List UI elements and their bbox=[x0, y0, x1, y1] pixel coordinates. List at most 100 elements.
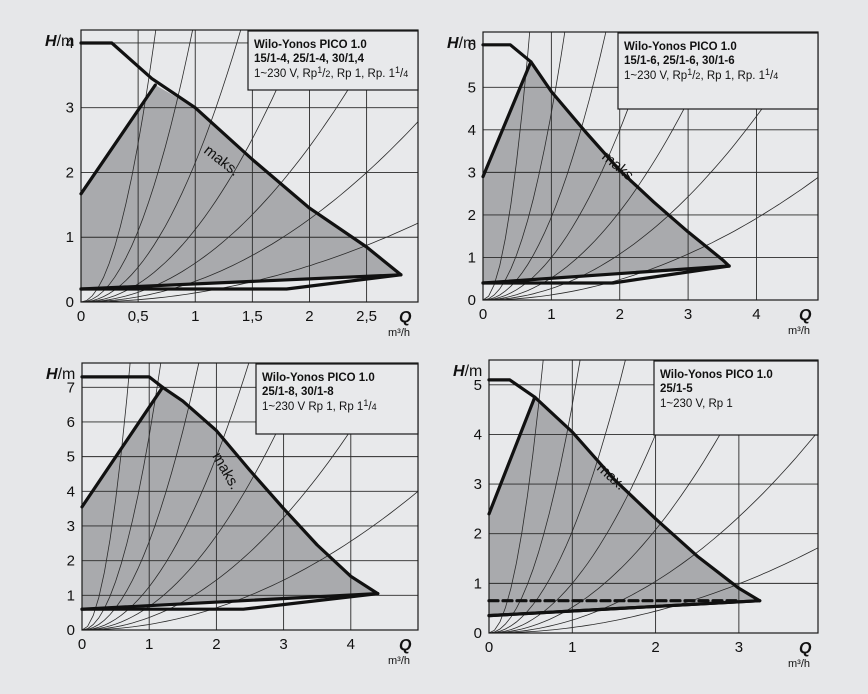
system-curves bbox=[488, 359, 819, 634]
legend-title: Wilo-Yonos PICO 1.0 bbox=[254, 39, 367, 51]
y-tick-label: 2 bbox=[468, 207, 476, 224]
legend-frac-numerator: 1 bbox=[687, 67, 692, 77]
system-curve bbox=[488, 359, 626, 634]
plot-frame bbox=[81, 362, 419, 631]
system-curve bbox=[488, 431, 819, 634]
legend-box: Wilo-Yonos PICO 1.0 15/1-4, 25/1-4, 30/1,… bbox=[247, 30, 419, 91]
legend-connection-text: , Rp 1, Rp. 1 bbox=[700, 70, 765, 82]
legend-frac-slash: / bbox=[322, 68, 326, 80]
system-curve bbox=[482, 31, 566, 301]
x-tick-label: 1 bbox=[191, 308, 199, 325]
x-tick-label: 3 bbox=[279, 636, 287, 653]
x-tick-label: 2 bbox=[305, 308, 313, 325]
y-tick-label: 0 bbox=[474, 625, 482, 642]
legend-frac-numerator: 1 bbox=[395, 65, 400, 75]
x-tick-label: 3 bbox=[735, 639, 743, 656]
system-curve bbox=[482, 31, 531, 301]
legend-frac-numerator: 1 bbox=[765, 67, 770, 77]
legend-box: Wilo-Yonos PICO 1.0 25/1-5 1~230 V, Rp 1 bbox=[653, 360, 819, 436]
x-axis-label: Q bbox=[799, 640, 812, 657]
x-tick-label: 3 bbox=[684, 306, 692, 323]
legend-frame bbox=[617, 32, 819, 110]
x-tick-label: 0 bbox=[485, 639, 493, 656]
min-curve bbox=[80, 591, 380, 611]
x-tick-label: 1 bbox=[145, 636, 153, 653]
legend-models: 15/1-4, 25/1-4, 30/1,4 bbox=[254, 53, 365, 65]
legend-frac-slash: / bbox=[400, 68, 404, 80]
legend-connection-text: , Rp 1, Rp. 1 bbox=[330, 68, 395, 80]
x-tick-label: 2 bbox=[616, 306, 624, 323]
system-curve bbox=[488, 359, 544, 634]
legend-power-text: 1~230 V, Rp bbox=[624, 70, 687, 82]
system-curve bbox=[483, 177, 819, 301]
plot-frame bbox=[488, 359, 819, 634]
x-tick-label: 4 bbox=[347, 636, 355, 653]
system-curve bbox=[80, 29, 384, 303]
system-curve bbox=[488, 359, 581, 634]
legend-power-text: 1~230 V, Rp bbox=[254, 68, 317, 80]
x-axis-unit: m³/h bbox=[388, 655, 410, 667]
legend-models: 25/1-8, 30/1-8 bbox=[262, 386, 334, 398]
legend-box: Wilo-Yonos PICO 1.025/1-8, 30/1-81~230 V… bbox=[255, 363, 419, 435]
system-curve bbox=[81, 362, 250, 631]
legend-frac-slash: / bbox=[770, 70, 774, 82]
y-tick-label: 1 bbox=[474, 575, 482, 592]
y-tick-label: 5 bbox=[474, 377, 482, 394]
y-tick-label: 0 bbox=[468, 292, 476, 309]
x-tick-label: 0 bbox=[78, 636, 86, 653]
min-curve bbox=[481, 264, 731, 285]
x-tick-label: 2 bbox=[212, 636, 220, 653]
y-tick-label: 3 bbox=[67, 518, 75, 535]
legend-title: Wilo-Yonos PICO 1.0 bbox=[660, 369, 773, 381]
legend-frac-slash: / bbox=[692, 70, 696, 82]
legend-frac-slash: / bbox=[368, 401, 372, 413]
y-tick-label: 4 bbox=[468, 122, 476, 139]
x-axis-label: Q bbox=[399, 637, 412, 654]
legend-frac-numerator: 1 bbox=[317, 65, 322, 75]
legend-power: 1~230 V, Rp1/2, Rp 1, Rp. 11/4 bbox=[624, 67, 778, 82]
legend-frame bbox=[653, 360, 819, 436]
system-curve bbox=[80, 29, 157, 303]
y-axis-unit: /m bbox=[465, 363, 483, 380]
system-curves bbox=[80, 29, 419, 303]
plot-frame bbox=[482, 31, 819, 301]
y-tick-label: 2 bbox=[67, 553, 75, 570]
x-tick-label: 2 bbox=[651, 639, 659, 656]
legend-frac-numerator: 1 bbox=[363, 398, 368, 408]
system-curve bbox=[488, 359, 761, 634]
x-tick-label: 2,5 bbox=[356, 308, 377, 325]
max-curve bbox=[79, 41, 403, 277]
system-curve bbox=[80, 29, 242, 303]
system-curves bbox=[81, 362, 419, 631]
x-tick-label: 4 bbox=[752, 306, 760, 323]
legend-models: 15/1-6, 25/1-6, 30/1-6 bbox=[624, 55, 735, 67]
system-curve bbox=[482, 31, 607, 301]
legend-box: Wilo-Yonos PICO 1.0 15/1-6, 25/1-6, 30/1-… bbox=[617, 32, 819, 110]
x-axis-label: Q bbox=[799, 307, 812, 324]
x-tick-label: 1,5 bbox=[242, 308, 263, 325]
legend-frac-denominator: 2 bbox=[325, 69, 330, 79]
y-axis-label: H/m bbox=[447, 35, 476, 52]
x-tick-label: 0 bbox=[479, 306, 487, 323]
x-axis-label: Q bbox=[399, 309, 412, 326]
y-tick-label: 6 bbox=[67, 414, 75, 431]
legend-power-text: 1~230 V Rp 1, Rp 1 bbox=[262, 401, 363, 413]
system-curve bbox=[81, 362, 309, 631]
y-axis-label: H/m bbox=[453, 363, 482, 380]
system-curve bbox=[489, 547, 819, 634]
y-tick-label: 0 bbox=[66, 294, 74, 311]
system-curve bbox=[488, 359, 685, 634]
y-tick-label: 2 bbox=[66, 164, 74, 181]
x-axis-unit: m³/h bbox=[788, 658, 810, 670]
system-curve bbox=[81, 362, 200, 631]
legend-frac-denominator: 4 bbox=[372, 402, 377, 412]
legend-frac-denominator: 2 bbox=[695, 71, 700, 81]
system-curve bbox=[482, 31, 655, 301]
y-tick-label: 0 bbox=[67, 622, 75, 639]
min-curve bbox=[79, 273, 403, 291]
legend-power: 1~230 V, Rp1/2, Rp 1, Rp. 11/4 bbox=[254, 65, 408, 80]
legend-power: 1~230 V Rp 1, Rp 11/4 bbox=[262, 398, 377, 413]
